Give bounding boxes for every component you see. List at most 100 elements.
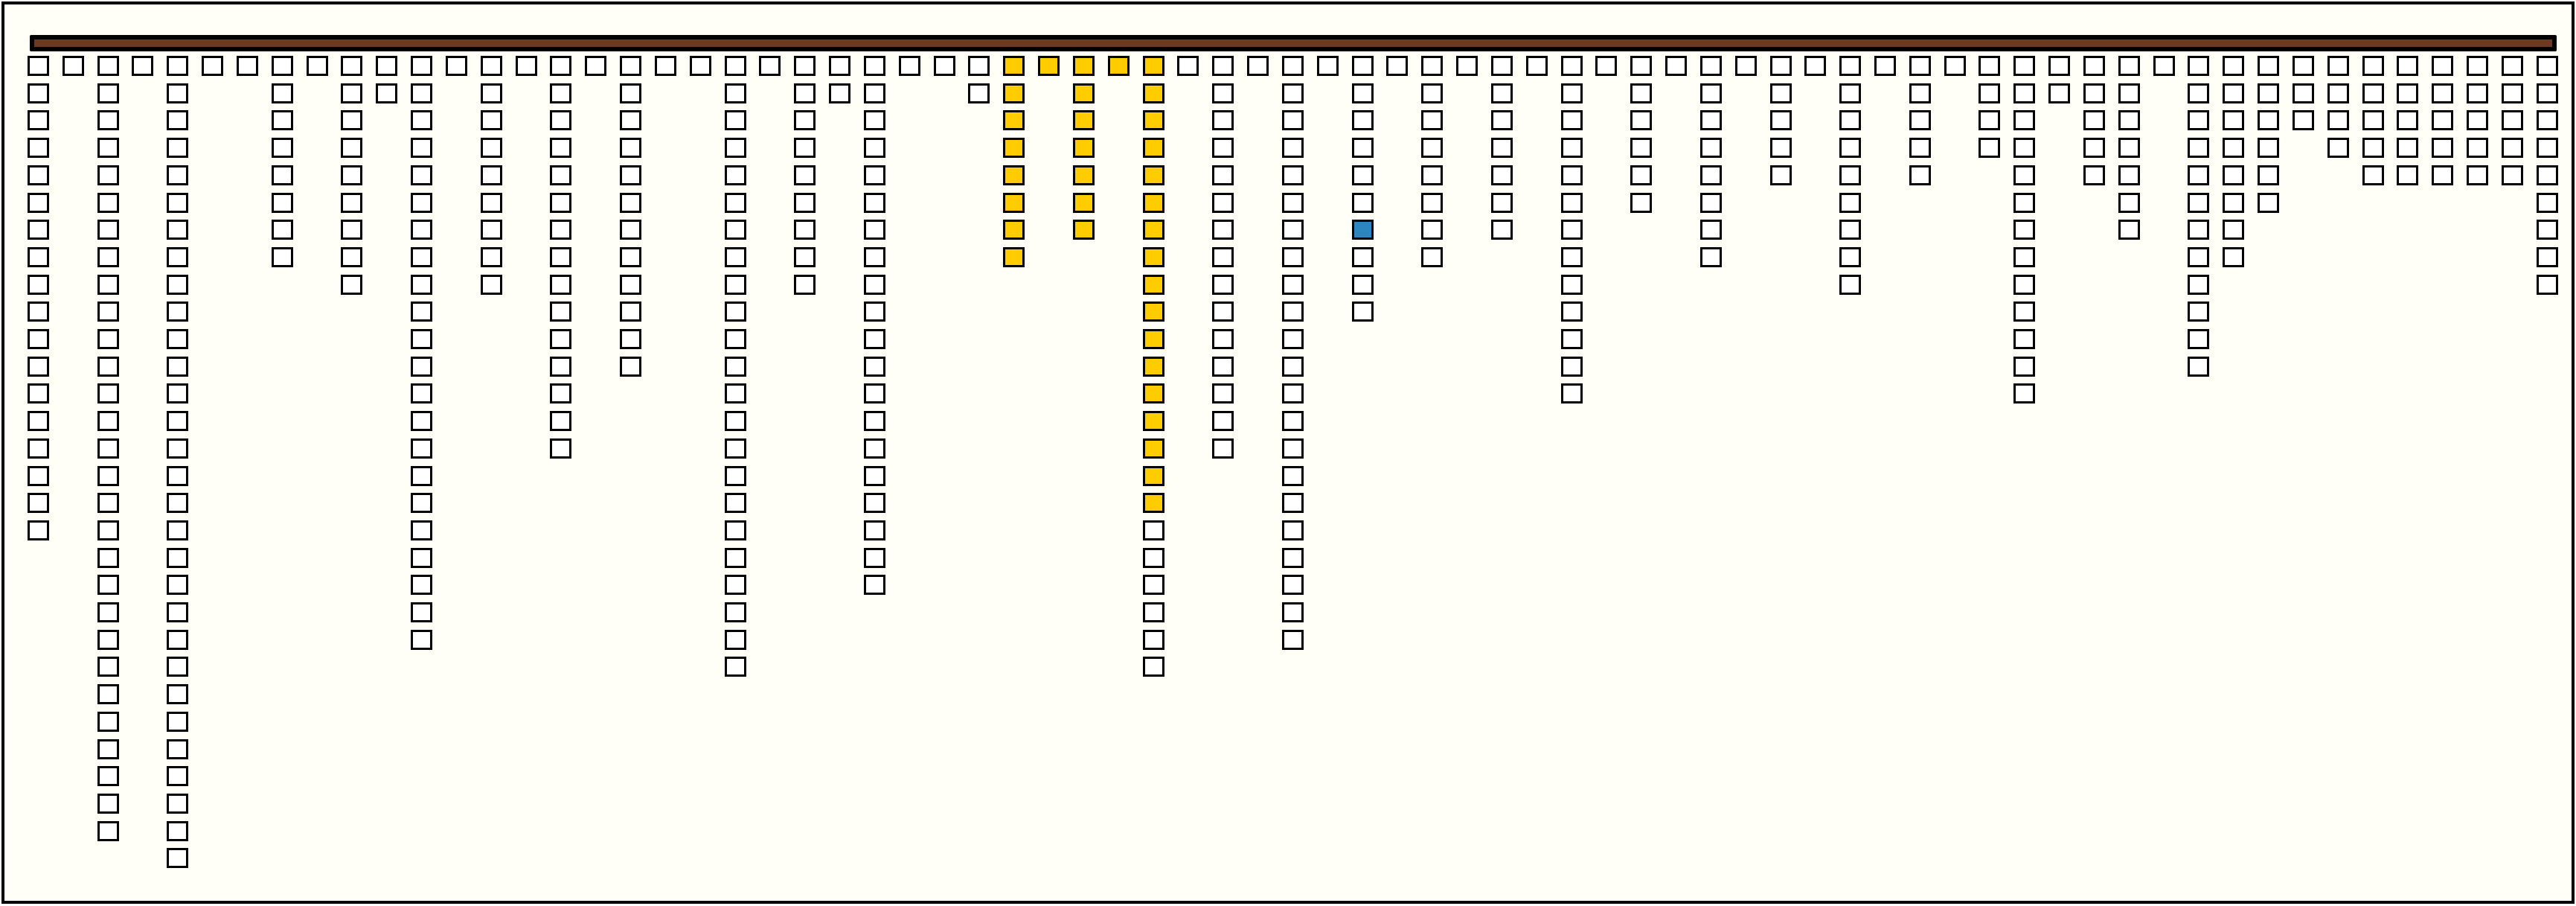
- cell-highlighted[interactable]: [1143, 247, 1164, 267]
- cell[interactable]: [725, 138, 746, 158]
- cell-highlighted[interactable]: [1003, 193, 1025, 213]
- cell[interactable]: [1212, 138, 1234, 158]
- cell[interactable]: [1282, 138, 1304, 158]
- cell[interactable]: [2537, 110, 2558, 130]
- cell-highlighted[interactable]: [1143, 138, 1164, 158]
- cell[interactable]: [1839, 138, 1861, 158]
- cell[interactable]: [1212, 438, 1234, 459]
- cell-highlighted[interactable]: [1143, 383, 1164, 403]
- cell[interactable]: [28, 83, 49, 103]
- cell[interactable]: [97, 302, 119, 322]
- cell[interactable]: [550, 138, 571, 158]
- cell-highlighted[interactable]: [1073, 110, 1095, 130]
- cell[interactable]: [97, 438, 119, 459]
- cell-highlighted[interactable]: [1003, 83, 1025, 103]
- cell[interactable]: [864, 383, 885, 403]
- cell[interactable]: [481, 220, 502, 240]
- cell[interactable]: [1212, 357, 1234, 377]
- cell-highlighted[interactable]: [1143, 466, 1164, 486]
- cell[interactable]: [2432, 56, 2453, 76]
- cell[interactable]: [1770, 83, 1792, 103]
- cell[interactable]: [2502, 138, 2523, 158]
- cell[interactable]: [167, 766, 188, 786]
- cell[interactable]: [28, 493, 49, 513]
- cell[interactable]: [2223, 247, 2244, 267]
- cell-highlighted[interactable]: [1143, 165, 1164, 185]
- cell[interactable]: [550, 357, 571, 377]
- cell[interactable]: [2013, 110, 2035, 130]
- cell[interactable]: [1979, 138, 2000, 158]
- cell[interactable]: [2118, 138, 2140, 158]
- cell[interactable]: [725, 548, 746, 568]
- cell[interactable]: [1282, 220, 1304, 240]
- cell[interactable]: [2188, 357, 2209, 377]
- cell[interactable]: [725, 110, 746, 130]
- cell[interactable]: [2013, 383, 2035, 403]
- cell[interactable]: [1421, 110, 1443, 130]
- cell[interactable]: [1282, 302, 1304, 322]
- cell[interactable]: [1979, 83, 2000, 103]
- cell[interactable]: [2118, 220, 2140, 240]
- cell[interactable]: [2188, 83, 2209, 103]
- cell-highlighted[interactable]: [1108, 56, 1130, 76]
- cell[interactable]: [167, 383, 188, 403]
- cell[interactable]: [1143, 575, 1164, 595]
- cell[interactable]: [1143, 520, 1164, 540]
- cell[interactable]: [167, 438, 188, 459]
- cell[interactable]: [1491, 220, 1513, 240]
- cell[interactable]: [864, 165, 885, 185]
- cell[interactable]: [725, 329, 746, 349]
- cell[interactable]: [2118, 110, 2140, 130]
- cell[interactable]: [1212, 383, 1234, 403]
- cell-highlighted[interactable]: [1143, 83, 1164, 103]
- cell[interactable]: [864, 138, 885, 158]
- cell[interactable]: [97, 821, 119, 841]
- cell[interactable]: [481, 83, 502, 103]
- cell[interactable]: [2048, 83, 2070, 103]
- cell[interactable]: [725, 575, 746, 595]
- cell[interactable]: [585, 56, 606, 76]
- cell[interactable]: [167, 247, 188, 267]
- cell[interactable]: [2502, 165, 2523, 185]
- cell-highlighted[interactable]: [1073, 138, 1095, 158]
- cell[interactable]: [1421, 83, 1443, 103]
- cell[interactable]: [167, 821, 188, 841]
- cell-highlighted[interactable]: [1143, 411, 1164, 431]
- cell[interactable]: [1491, 110, 1513, 130]
- cell[interactable]: [690, 56, 711, 76]
- cell-highlighted[interactable]: [1143, 438, 1164, 459]
- cell[interactable]: [2467, 56, 2488, 76]
- cell[interactable]: [167, 220, 188, 240]
- cell[interactable]: [864, 83, 885, 103]
- cell[interactable]: [794, 56, 816, 76]
- cell[interactable]: [97, 466, 119, 486]
- cell[interactable]: [2188, 165, 2209, 185]
- cell[interactable]: [28, 275, 49, 295]
- cell[interactable]: [1491, 138, 1513, 158]
- cell[interactable]: [1630, 56, 1652, 76]
- cell[interactable]: [411, 466, 432, 486]
- cell[interactable]: [550, 275, 571, 295]
- cell[interactable]: [1282, 165, 1304, 185]
- cell[interactable]: [1282, 110, 1304, 130]
- cell[interactable]: [2118, 83, 2140, 103]
- cell[interactable]: [1700, 110, 1722, 130]
- cell[interactable]: [411, 438, 432, 459]
- cell-highlighted[interactable]: [1073, 56, 1095, 76]
- cell[interactable]: [725, 275, 746, 295]
- cell[interactable]: [864, 411, 885, 431]
- cell[interactable]: [2432, 165, 2453, 185]
- cell[interactable]: [1352, 193, 1374, 213]
- cell[interactable]: [1700, 193, 1722, 213]
- cell[interactable]: [97, 766, 119, 786]
- cell[interactable]: [1735, 56, 1757, 76]
- cell[interactable]: [1561, 329, 1583, 349]
- cell[interactable]: [725, 411, 746, 431]
- cell[interactable]: [481, 110, 502, 130]
- cell[interactable]: [341, 83, 362, 103]
- cell[interactable]: [2013, 357, 2035, 377]
- cell[interactable]: [28, 438, 49, 459]
- cell[interactable]: [1177, 56, 1199, 76]
- cell[interactable]: [864, 275, 885, 295]
- cell[interactable]: [1352, 138, 1374, 158]
